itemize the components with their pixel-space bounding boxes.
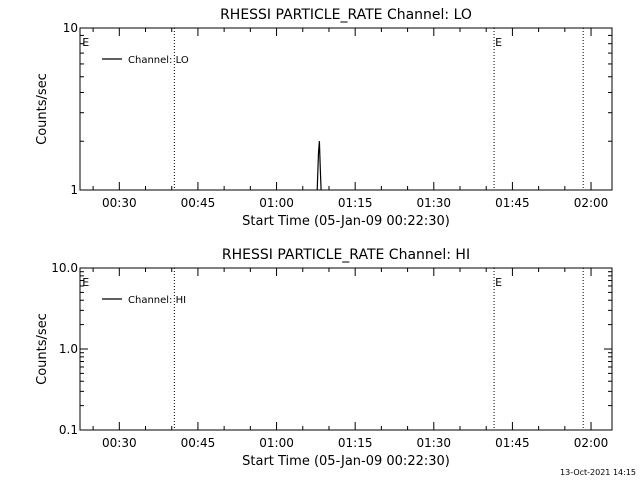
x-tick-label: 00:45 bbox=[181, 196, 216, 210]
chart-title-hi: RHESSI PARTICLE_RATE Channel: HI bbox=[222, 247, 470, 263]
x-tick-label: 02:00 bbox=[574, 196, 609, 210]
plot-frame-hi bbox=[79, 267, 613, 431]
event-marker-label: E bbox=[495, 276, 502, 289]
chart-title-lo: RHESSI PARTICLE_RATE Channel: LO bbox=[220, 7, 472, 23]
event-marker-label: E bbox=[82, 36, 89, 49]
chart-lo: RHESSI PARTICLE_RATE Channel: LO 00:30 00:… bbox=[35, 7, 613, 229]
y-axis-label-hi: Counts/sec bbox=[35, 313, 50, 385]
y-tick-label: 1.0 bbox=[59, 342, 78, 356]
x-tick-label: 01:45 bbox=[495, 436, 530, 450]
x-tick-label: 01:30 bbox=[416, 196, 451, 210]
x-tick-label: 02:00 bbox=[574, 436, 609, 450]
legend-label-hi: Channel: HI bbox=[128, 295, 186, 306]
x-tick-label: 01:00 bbox=[259, 436, 294, 450]
series-line-lo bbox=[316, 141, 322, 191]
y-axis-label-lo: Counts/sec bbox=[35, 73, 50, 145]
x-tick-label: 01:45 bbox=[495, 196, 530, 210]
x-tick-label: 01:30 bbox=[416, 436, 451, 450]
x-tick-label: 00:30 bbox=[102, 196, 137, 210]
event-marker-label: E bbox=[82, 276, 89, 289]
y-tick-label: 1 bbox=[70, 183, 78, 197]
y-tick-label: 0.1 bbox=[59, 423, 78, 437]
y-tick-label: 10 bbox=[63, 21, 78, 35]
plot-frame-lo bbox=[79, 27, 613, 191]
timestamp: 13-Oct-2021 14:15 bbox=[560, 468, 636, 477]
x-tick-label: 00:45 bbox=[181, 436, 216, 450]
x-axis-label-hi: Start Time (05-Jan-09 00:22:30) bbox=[242, 454, 450, 469]
x-axis-label-lo: Start Time (05-Jan-09 00:22:30) bbox=[242, 214, 450, 229]
x-tick-label: 01:00 bbox=[259, 196, 294, 210]
x-tick-label: 01:15 bbox=[338, 436, 373, 450]
x-tick-label: 00:30 bbox=[102, 436, 137, 450]
y-tick-label: 10.0 bbox=[51, 261, 78, 275]
legend-label-lo: Channel: LO bbox=[128, 55, 189, 66]
chart-hi: RHESSI PARTICLE_RATE Channel: HI 00:30 00:… bbox=[35, 247, 613, 469]
x-tick-label: 01:15 bbox=[338, 196, 373, 210]
event-marker-label: E bbox=[495, 36, 502, 49]
